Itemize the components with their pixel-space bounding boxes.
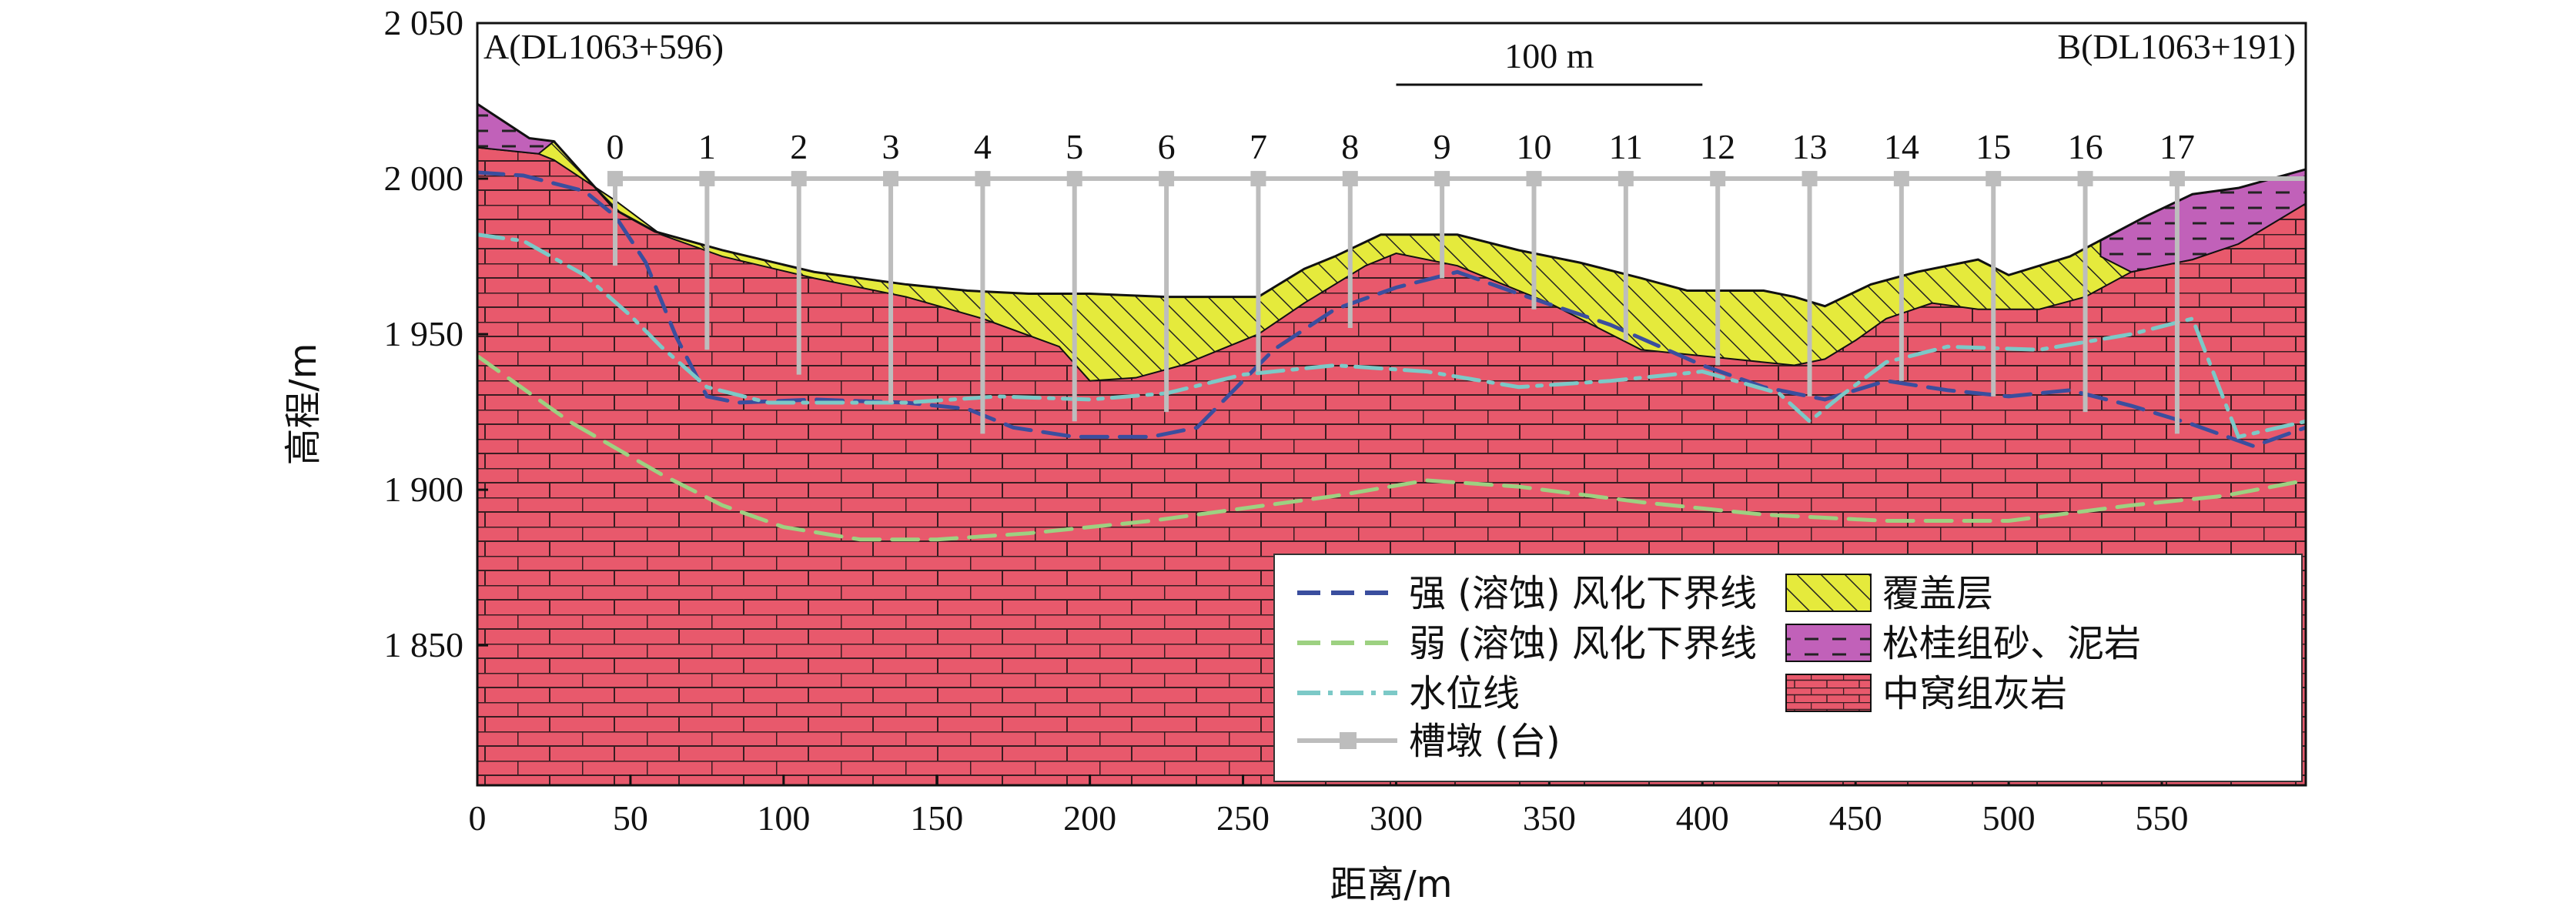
plot-frame <box>476 22 2307 787</box>
pier-marker-13 <box>1802 171 1818 187</box>
x-tick-label: 400 <box>1676 798 1729 838</box>
pier-number-label: 11 <box>1609 127 1643 166</box>
x-tick-label: 200 <box>1063 798 1116 838</box>
y-tick-label: 1 850 <box>384 625 464 664</box>
pier-number-label: 4 <box>974 127 992 166</box>
weak-weathering-line <box>477 353 2306 542</box>
pier-number-label: 8 <box>1341 127 1359 166</box>
y-axis: 1 850 1 900 1 950 2 000 2 050 <box>384 3 488 664</box>
y-tick-label: 1 900 <box>384 470 464 509</box>
pier-number-label: 12 <box>1700 127 1735 166</box>
pier-marker-2 <box>791 171 807 187</box>
x-tick-label: 150 <box>910 798 963 838</box>
pier-number-label: 0 <box>607 127 624 166</box>
x-tick-label: 0 <box>469 798 487 838</box>
pier-group: 0 1 2 3 4 5 6 7 8 9 10 11 12 13 14 15 16 17 <box>607 127 2306 434</box>
pier-marker-8 <box>1342 171 1358 187</box>
pier-marker-3 <box>883 171 899 187</box>
pier-marker-14 <box>1893 171 1909 187</box>
x-tick-label: 450 <box>1829 798 1882 838</box>
y-tick-label: 1 950 <box>384 314 464 353</box>
scale-bar-label: 100 m <box>1504 36 1594 75</box>
legend-item-limestone: 中窝组灰岩 <box>1785 672 2067 715</box>
pier-marker-9 <box>1434 171 1450 187</box>
x-axis: 0 50 100 150 200 250 300 350 400 450 500 550 <box>469 775 2189 838</box>
legend-item-strong: 强 (溶蚀) 风化下界线 <box>1297 572 1757 615</box>
pier-marker-4 <box>975 171 991 187</box>
right-endpoint-label: B(DL1063+191) <box>2057 27 2296 66</box>
pier-number-label: 16 <box>2068 127 2103 166</box>
pier-marker-16 <box>2077 171 2093 187</box>
pier-number-label: 10 <box>1516 127 1551 166</box>
legend-label-strong: 强 (溶蚀) 风化下界线 <box>1409 572 1757 615</box>
x-tick-label: 50 <box>613 798 648 838</box>
x-tick-label: 100 <box>757 798 810 838</box>
x-tick-label: 500 <box>1982 798 2036 838</box>
legend-item-sandstone: 松桂组砂、泥岩 <box>1785 622 2141 665</box>
pier-number-label: 9 <box>1434 127 1451 166</box>
pier-number-label: 3 <box>882 127 900 166</box>
legend-item-pier: 槽墩 (台) <box>1297 720 1561 763</box>
pier-marker-12 <box>1710 171 1726 187</box>
pier-marker-0 <box>607 171 624 187</box>
pier-number-label: 6 <box>1158 127 1176 166</box>
pier-marker-17 <box>2169 171 2185 187</box>
x-axis-label: 距离/m <box>1330 863 1453 906</box>
legend-label-sandstone: 松桂组砂、泥岩 <box>1882 622 2141 665</box>
legend-swatch-pier-marker <box>1340 732 1357 749</box>
legend-label-cover: 覆盖层 <box>1882 572 1993 615</box>
pier-number-label: 15 <box>1975 127 2011 166</box>
y-tick-label: 2 050 <box>384 3 464 42</box>
pier-number-label: 14 <box>1884 127 1919 166</box>
legend-item-cover: 覆盖层 <box>1785 572 1993 615</box>
pier-number-label: 7 <box>1250 127 1267 166</box>
x-tick-label: 550 <box>2136 798 2189 838</box>
left-endpoint-label: A(DL1063+596) <box>483 27 724 66</box>
pier-number-label: 13 <box>1792 127 1828 166</box>
legend-label-weak: 弱 (溶蚀) 风化下界线 <box>1409 622 1757 665</box>
pier-number-label: 1 <box>698 127 716 166</box>
pier-marker-1 <box>699 171 715 187</box>
pier-marker-7 <box>1250 171 1266 187</box>
legend-swatch-cover <box>1785 574 1872 612</box>
pier-number-label: 2 <box>790 127 808 166</box>
scale-bar: 100 m <box>1396 36 1703 86</box>
pier-marker-11 <box>1618 171 1634 187</box>
legend-label-limestone: 中窝组灰岩 <box>1882 672 2067 715</box>
pier-marker-15 <box>1986 171 2002 187</box>
pier-number-label: 17 <box>2159 127 2195 166</box>
x-tick-label: 300 <box>1370 798 1423 838</box>
pier-number-label: 5 <box>1066 127 1083 166</box>
pier-marker-10 <box>1526 171 1542 187</box>
x-tick-label: 250 <box>1216 798 1270 838</box>
legend-item-weak: 弱 (溶蚀) 风化下界线 <box>1297 622 1757 665</box>
legend-label-pier: 槽墩 (台) <box>1409 720 1561 763</box>
legend-swatch-limestone <box>1785 674 1872 712</box>
legend-swatch-sandstone <box>1785 624 1872 662</box>
strong-weathering-line <box>477 170 2306 449</box>
x-tick-label: 350 <box>1523 798 1576 838</box>
y-tick-label: 2 000 <box>384 159 464 198</box>
pier-marker-5 <box>1066 171 1082 187</box>
legend-label-water: 水位线 <box>1409 672 1520 715</box>
pier-marker-6 <box>1159 171 1175 187</box>
legend-item-water: 水位线 <box>1297 672 1520 715</box>
y-axis-label: 高程/m <box>282 343 325 466</box>
